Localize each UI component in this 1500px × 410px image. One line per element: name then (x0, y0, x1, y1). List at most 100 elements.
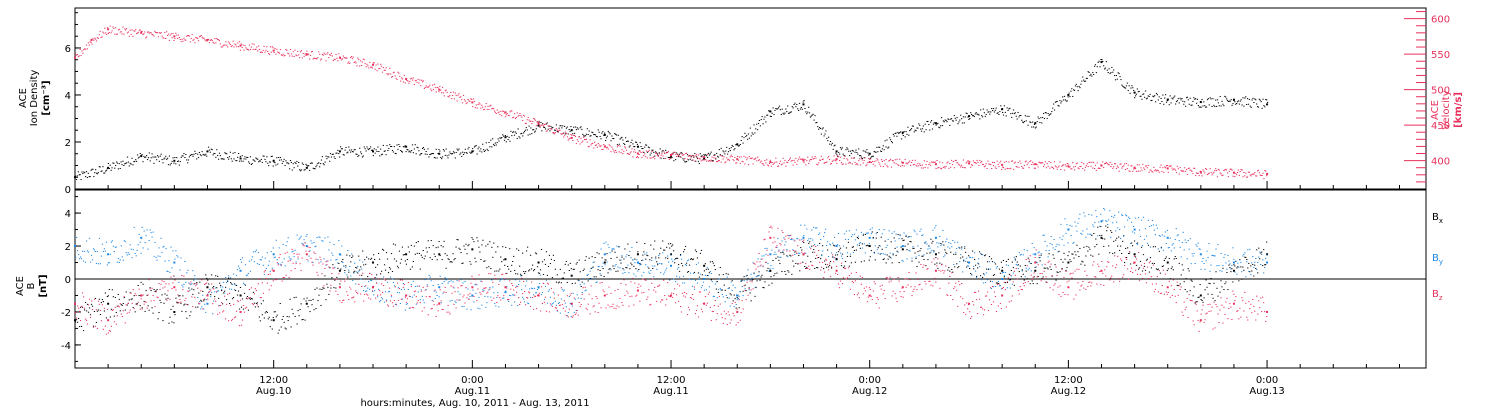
scatter-dot (1130, 242, 1133, 244)
scatter-dot (1138, 90, 1140, 92)
scatter-dot (1018, 271, 1020, 273)
scatter-dot (667, 257, 669, 259)
scatter-dot (116, 261, 118, 263)
scatter-dot (206, 277, 208, 279)
data-point (372, 63, 375, 66)
scatter-dot (328, 249, 330, 251)
scatter-dot (1140, 95, 1142, 97)
scatter-dot (1144, 90, 1147, 92)
scatter-dot (704, 159, 706, 161)
scatter-dot (172, 250, 174, 252)
scatter-dot (134, 311, 136, 313)
top-panel-frame (74, 7, 1427, 190)
scatter-dot (950, 118, 952, 120)
scatter-dot (599, 146, 601, 148)
data-point (1067, 165, 1070, 168)
scatter-dot (350, 151, 352, 153)
scatter-dot (380, 65, 383, 67)
scatter-dot (1185, 170, 1187, 172)
scatter-dot (219, 155, 221, 157)
scatter-dot (283, 321, 285, 323)
scatter-dot (230, 158, 232, 160)
scatter-dot (991, 167, 993, 169)
scatter-dot (109, 316, 111, 318)
scatter-dot (511, 304, 513, 306)
scatter-dot (666, 246, 668, 248)
scatter-dot (210, 294, 212, 296)
scatter-dot (788, 112, 791, 114)
scatter-dot (1225, 169, 1228, 171)
scatter-dot (346, 57, 348, 59)
scatter-dot (1113, 166, 1115, 168)
scatter-dot (1179, 167, 1181, 169)
scatter-dot (260, 158, 262, 160)
scatter-dot (1017, 264, 1019, 266)
scatter-dot (1124, 87, 1126, 89)
scatter-dot (677, 155, 680, 157)
scatter-dot (741, 160, 743, 162)
scatter-dot (880, 236, 882, 238)
scatter-dot (409, 80, 411, 82)
scatter-dot (446, 155, 448, 157)
scatter-dot (359, 65, 361, 67)
scatter-dot (633, 273, 635, 275)
scatter-dot (810, 159, 812, 161)
scatter-dot (594, 278, 596, 280)
scatter-dot (1009, 107, 1011, 109)
scatter-dot (1263, 249, 1265, 251)
scatter-dot (833, 245, 836, 247)
scatter-dot (1193, 97, 1195, 99)
scatter-dot (340, 268, 342, 270)
scatter-dot (345, 267, 347, 269)
scatter-dot (289, 298, 291, 300)
scatter-dot (642, 147, 644, 149)
scatter-dot (585, 133, 588, 135)
scatter-dot (237, 42, 239, 44)
scatter-dot (233, 158, 235, 160)
scatter-dot (421, 256, 423, 258)
data-point (603, 253, 606, 256)
scatter-dot (421, 295, 423, 297)
scatter-dot (651, 257, 653, 259)
scatter-dot (942, 120, 945, 122)
scatter-dot (737, 159, 740, 161)
scatter-dot (412, 152, 415, 154)
scatter-dot (648, 271, 650, 273)
scatter-dot (576, 139, 578, 141)
scatter-dot (442, 246, 444, 248)
scatter-dot (504, 135, 507, 137)
scatter-dot (828, 243, 831, 245)
scatter-dot (530, 287, 533, 289)
scatter-dot (248, 297, 251, 299)
scatter-dot (876, 146, 878, 148)
scatter-dot (677, 264, 680, 266)
scatter-dot (574, 134, 576, 136)
scatter-dot (333, 243, 335, 245)
scatter-dot (391, 278, 394, 280)
scatter-dot (1137, 268, 1140, 270)
data-point (1001, 269, 1004, 272)
scatter-dot (1200, 172, 1202, 174)
scatter-dot (536, 289, 539, 291)
scatter-dot (115, 246, 117, 248)
scatter-dot (130, 163, 132, 165)
scatter-dot (114, 33, 116, 35)
scatter-dot (1208, 172, 1210, 174)
scatter-dot (363, 59, 365, 61)
scatter-dot (650, 244, 652, 246)
scatter-dot (511, 135, 513, 137)
scatter-dot (1073, 89, 1076, 91)
scatter-dot (806, 228, 808, 230)
scatter-dot (155, 257, 157, 259)
scatter-dot (700, 249, 703, 251)
scatter-dot (824, 133, 826, 135)
scatter-dot (151, 236, 153, 238)
scatter-dot (871, 161, 873, 163)
scatter-dot (282, 160, 284, 162)
scatter-dot (998, 268, 1001, 270)
scatter-dot (660, 154, 662, 156)
scatter-dot (206, 155, 208, 157)
scatter-dot (754, 287, 756, 289)
scatter-dot (561, 127, 563, 129)
scatter-dot (575, 310, 577, 312)
